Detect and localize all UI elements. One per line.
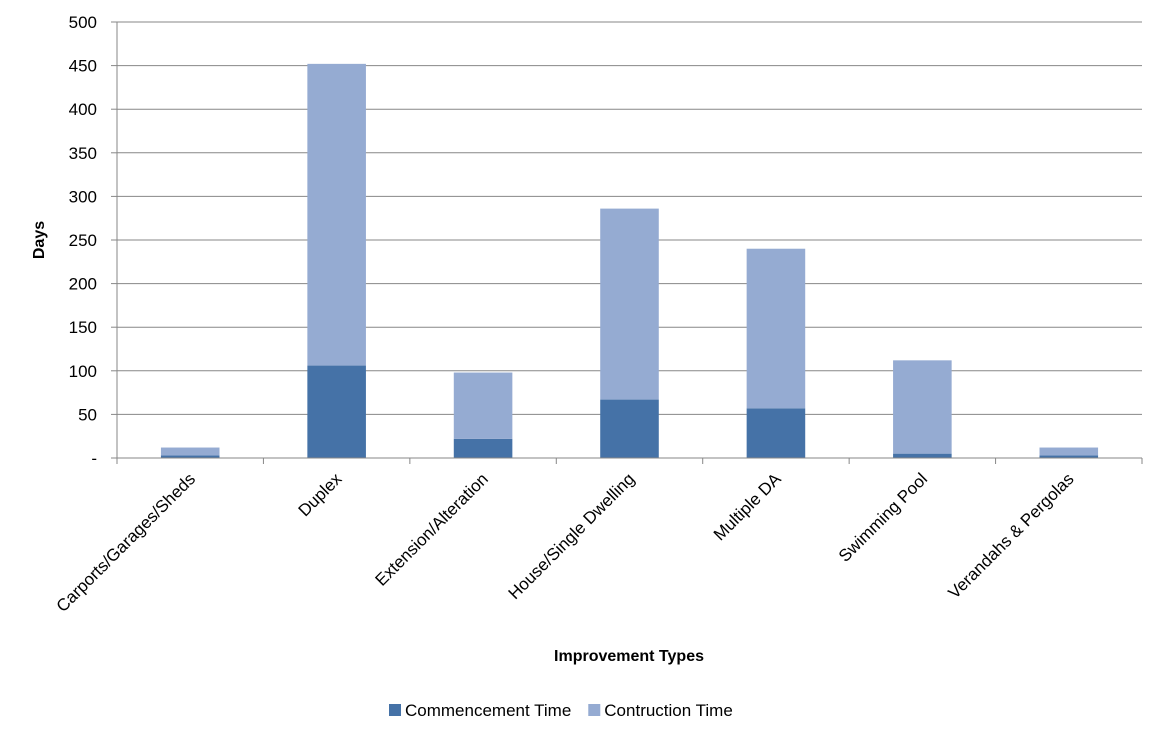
y-tick-label: - xyxy=(91,449,97,468)
bar-contruction-time xyxy=(1039,447,1099,456)
legend-entry: Contruction Time xyxy=(604,701,733,720)
y-tick-label: 300 xyxy=(69,187,97,206)
x-tick-label: Multiple DA xyxy=(710,469,785,544)
y-tick-label: 350 xyxy=(69,144,97,163)
y-tick-labels: - 50 100 150 200 250 300 350 400 450 500 xyxy=(69,13,97,468)
y-tick-label: 400 xyxy=(69,100,97,119)
y-tick-label: 100 xyxy=(69,362,97,381)
x-axis-title: Improvement Types xyxy=(554,648,704,665)
x-tick-label: Carports/Garages/Sheds xyxy=(53,469,199,615)
x-tick-label: Verandahs & Pergolas xyxy=(945,469,1078,602)
x-tick-labels: Carports/Garages/Sheds Duplex Extension/Al… xyxy=(53,469,1078,616)
bar-commencement-time xyxy=(307,365,366,458)
bar-contruction-time xyxy=(893,360,952,454)
bar-commencement-time xyxy=(1039,455,1099,458)
legend-swatch xyxy=(389,704,401,716)
bar-commencement-time xyxy=(893,453,952,458)
y-axis-title: Days xyxy=(31,221,48,259)
bar-contruction-time xyxy=(160,447,220,456)
y-tick-label: 150 xyxy=(69,318,97,337)
y-tick-label: 250 xyxy=(69,231,97,250)
y-tick-label: 50 xyxy=(78,405,97,424)
x-tick-label: House/Single Dwelling xyxy=(505,469,639,603)
x-tick-label: Extension/Alteration xyxy=(372,469,492,589)
y-tick-label: 500 xyxy=(69,13,97,32)
bar-commencement-time xyxy=(600,399,659,458)
bar-contruction-time xyxy=(746,248,806,409)
y-tick-label: 450 xyxy=(69,57,97,76)
axes xyxy=(111,21,1143,464)
bars xyxy=(160,63,1099,458)
bar-contruction-time xyxy=(600,208,659,400)
legend-swatch xyxy=(588,704,601,716)
bar-commencement-time xyxy=(160,455,220,458)
x-tick-label: Swimming Pool xyxy=(835,469,931,565)
bar-contruction-time xyxy=(307,63,366,366)
bar-contruction-time xyxy=(453,372,513,439)
bar-commencement-time xyxy=(453,438,513,458)
y-tick-label: 200 xyxy=(69,275,97,294)
bar-commencement-time xyxy=(746,408,806,458)
legend: Commencement Time Contruction Time xyxy=(389,701,733,720)
x-tick-label: Duplex xyxy=(295,469,346,520)
legend-entry: Commencement Time xyxy=(405,701,571,720)
